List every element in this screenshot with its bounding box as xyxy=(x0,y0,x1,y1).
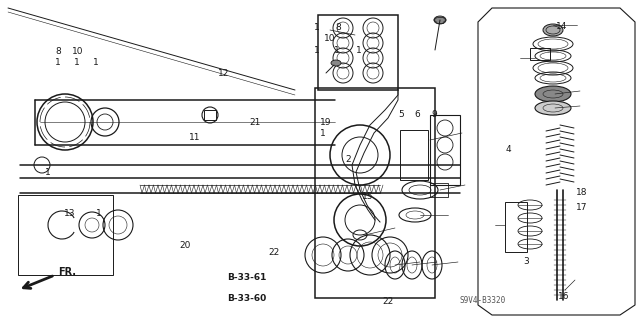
Bar xyxy=(430,115,460,185)
Text: 4: 4 xyxy=(506,145,511,154)
Text: 17: 17 xyxy=(576,203,588,212)
Text: 3: 3 xyxy=(524,257,529,266)
Text: 8: 8 xyxy=(335,23,341,32)
Text: 10: 10 xyxy=(324,34,335,43)
Text: 12: 12 xyxy=(218,69,229,78)
Text: 1: 1 xyxy=(93,58,99,67)
Bar xyxy=(505,202,527,252)
Text: 1: 1 xyxy=(74,58,80,67)
Ellipse shape xyxy=(331,60,341,66)
Text: 1: 1 xyxy=(314,46,319,55)
Text: 13: 13 xyxy=(64,209,76,218)
Text: 22: 22 xyxy=(383,297,394,306)
Bar xyxy=(18,195,113,275)
Bar xyxy=(315,88,435,298)
Text: 11: 11 xyxy=(189,133,200,142)
Text: 19: 19 xyxy=(320,118,332,127)
Bar xyxy=(318,15,398,90)
Text: 1: 1 xyxy=(45,168,51,177)
Text: B-33-61: B-33-61 xyxy=(227,273,267,282)
Text: 14: 14 xyxy=(556,22,567,31)
Text: 21: 21 xyxy=(250,118,261,127)
Text: 16: 16 xyxy=(558,292,570,301)
Text: 22: 22 xyxy=(269,248,280,256)
Bar xyxy=(204,110,216,120)
Text: S9V4-B3320: S9V4-B3320 xyxy=(460,296,506,305)
Bar xyxy=(400,130,428,180)
Text: 1: 1 xyxy=(356,46,362,55)
Text: 10: 10 xyxy=(72,47,83,56)
Text: 8: 8 xyxy=(55,47,61,56)
Ellipse shape xyxy=(434,16,446,24)
Ellipse shape xyxy=(535,86,571,102)
Text: FR.: FR. xyxy=(58,267,76,277)
Text: 1: 1 xyxy=(314,23,319,32)
Text: 5: 5 xyxy=(398,110,404,119)
Text: 20: 20 xyxy=(179,241,191,250)
Ellipse shape xyxy=(535,101,571,115)
Text: 15: 15 xyxy=(362,192,373,201)
Bar xyxy=(430,183,448,197)
Ellipse shape xyxy=(543,24,563,36)
Text: 9: 9 xyxy=(431,110,437,119)
Text: B-33-60: B-33-60 xyxy=(227,294,266,303)
Text: 1: 1 xyxy=(334,46,340,55)
Text: 1: 1 xyxy=(55,58,61,67)
Text: 1: 1 xyxy=(320,130,326,138)
Text: 6: 6 xyxy=(415,110,420,119)
Bar xyxy=(530,48,550,60)
Text: 2: 2 xyxy=(346,155,351,164)
Text: 1: 1 xyxy=(96,209,102,218)
Text: 18: 18 xyxy=(576,189,588,197)
